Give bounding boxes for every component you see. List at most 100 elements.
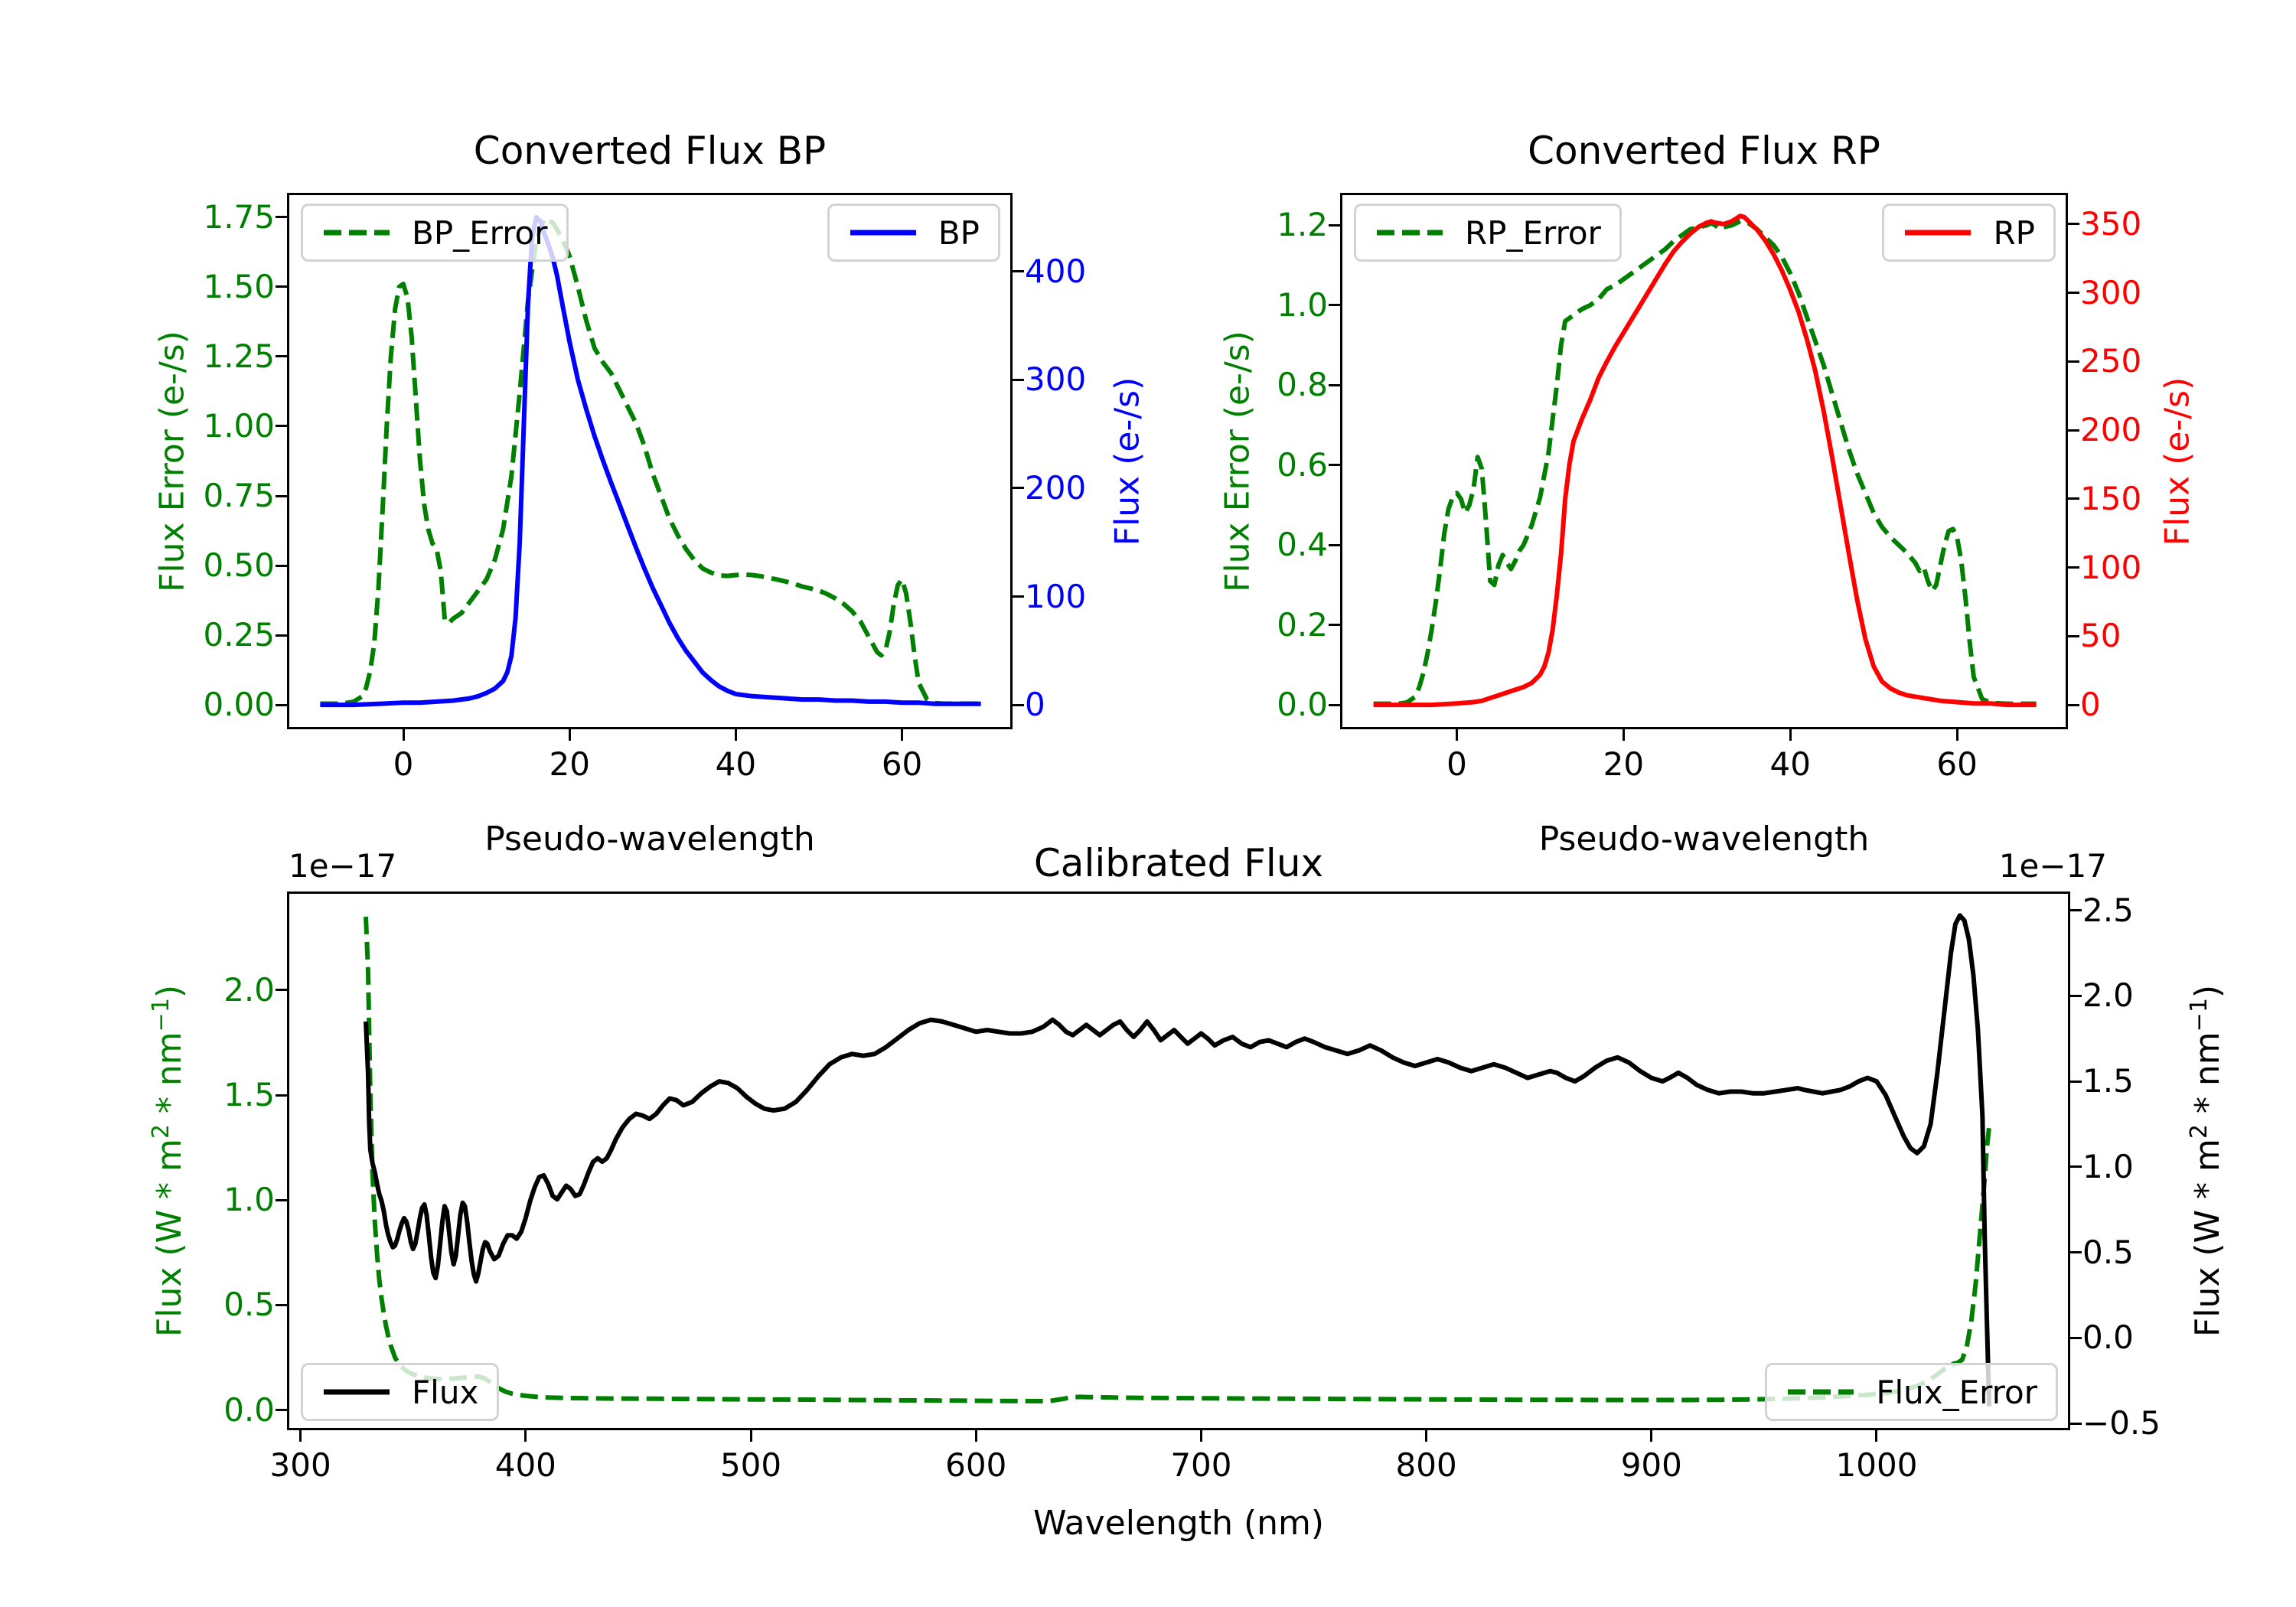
rp-x-tick <box>1955 729 1958 741</box>
flux-legend: Flux <box>301 1363 500 1421</box>
bp-y-left-tick <box>276 494 287 497</box>
ylabel-right-sup-minus1: −1 <box>2186 998 2213 1032</box>
rp-legend-line <box>1905 230 1971 236</box>
cal-x-tick-label: 1000 <box>1835 1446 1918 1484</box>
rp-y-right-tick <box>2068 223 2079 226</box>
calibrated-flux-ylabel-right: Flux (W * m2 * nm−1) <box>2186 985 2227 1337</box>
bp-y-right-tick-label: 100 <box>1025 577 1087 615</box>
rp-x-tick-label: 20 <box>1603 745 1645 783</box>
bp-x-tick-label: 20 <box>549 745 590 783</box>
cal-y-left-tick-label: 0.0 <box>223 1390 275 1429</box>
bp-legend-line <box>850 230 916 236</box>
rp-y-left-tick-label: 1.2 <box>1277 206 1328 244</box>
cal-y-right-tick-label: −0.5 <box>2082 1404 2161 1442</box>
bp-ylabel-right: Flux (e-/s) <box>1107 376 1147 546</box>
rp-ylabel-left: Flux Error (e-/s) <box>1218 330 1257 592</box>
bp-x-tick <box>402 729 405 741</box>
bp-y-right-tick-label: 200 <box>1025 468 1087 507</box>
cal-x-tick <box>974 1430 977 1442</box>
cal-y-right-tick-label: 0.0 <box>2082 1319 2134 1357</box>
rp-ylabel-right: Flux (e-/s) <box>2157 376 2197 546</box>
bp-curves-canvas <box>320 214 981 708</box>
bp-y-left-tick-label: 1.25 <box>203 337 275 375</box>
rp-error-line <box>1373 219 2037 706</box>
rp-x-tick <box>1456 729 1458 741</box>
cal-y-left-tick <box>276 1198 287 1201</box>
bp-y-right-tick-label: 0 <box>1025 686 1045 724</box>
bp-y-left-tick <box>276 703 287 706</box>
bp-error-legend-line <box>324 230 390 236</box>
rp-xlabel: Pseudo-wavelength <box>1538 820 1870 859</box>
rp-y-right-tick-label: 250 <box>2080 342 2142 380</box>
cal-x-tick-label: 400 <box>494 1446 556 1484</box>
cal-y-right-tick <box>2070 994 2082 997</box>
cal-x-tick-label: 700 <box>1170 1446 1232 1484</box>
rp-y-left-tick-label: 0.8 <box>1277 366 1328 404</box>
bp-ylabel-left: Flux Error (e-/s) <box>152 330 192 592</box>
bp-y-right-tick <box>1013 487 1024 490</box>
flux-line <box>364 913 1992 1407</box>
cal-x-tick <box>1875 1430 1878 1442</box>
ylabel-left-mid: * nm <box>149 1032 189 1125</box>
cal-y-left-tick <box>276 1094 287 1097</box>
rp-y-right-tick-label: 150 <box>2080 479 2142 517</box>
rp-x-tick <box>1622 729 1625 741</box>
cal-x-tick-label: 300 <box>269 1446 331 1484</box>
cal-y-right-tick <box>2070 909 2082 912</box>
rp-y-left-tick-label: 0.6 <box>1277 445 1328 484</box>
bp-x-tick <box>734 729 737 741</box>
cal-y-right-tick <box>2070 1422 2082 1425</box>
rp-y-left-tick-label: 0.2 <box>1277 605 1328 644</box>
cal-x-tick-label: 800 <box>1395 1446 1457 1484</box>
bp-y-right-tick <box>1013 270 1024 273</box>
cal-y-left-tick <box>276 989 287 992</box>
rp-curves-canvas <box>1373 214 2037 708</box>
calibrated-flux-ylabel-left: Flux (W * m2 * nm−1) <box>148 985 189 1337</box>
bp-y-left-tick-label: 1.75 <box>203 197 275 236</box>
cal-y-left-tick-label: 1.0 <box>223 1181 275 1219</box>
rp-y-right-tick <box>2068 292 2079 295</box>
ylabel-right-mid: * nm <box>2187 1032 2227 1125</box>
rp-y-left-tick <box>1329 223 1340 227</box>
ylabel-left-post: ) <box>149 984 189 999</box>
calibrated-flux-curves-canvas <box>364 913 1992 1407</box>
rp-y-right-tick <box>2068 566 2079 569</box>
rp-error-legend: RP_Error <box>1354 204 1622 262</box>
rp-y-right-tick <box>2068 634 2079 637</box>
bp-y-left-tick-label: 0.25 <box>203 616 275 654</box>
flux-error-legend-line <box>1788 1389 1854 1395</box>
bp-y-right-tick-label: 400 <box>1025 252 1087 290</box>
flux-error-line <box>364 916 1992 1404</box>
bp-y-left-tick <box>276 634 287 637</box>
rp-subplot: Converted Flux RP Pseudo-wavelength Flux… <box>1218 129 2197 859</box>
bp-legend-label: BP <box>938 214 980 252</box>
bp-error-line <box>320 216 981 706</box>
cal-x-tick <box>1425 1430 1428 1442</box>
calibrated-flux-title: Calibrated Flux <box>1033 841 1324 885</box>
cal-x-tick-label: 900 <box>1620 1446 1682 1484</box>
bp-legend: BP <box>827 204 1000 262</box>
flux-error-legend: Flux_Error <box>1765 1363 2058 1421</box>
cal-y-right-tick <box>2070 1165 2082 1169</box>
bp-y-right-tick <box>1013 703 1024 706</box>
cal-x-tick <box>1650 1430 1653 1442</box>
ylabel-right-text: Flux (W * m <box>2187 1139 2227 1338</box>
ylabel-left-text: Flux (W * m <box>149 1139 189 1338</box>
bp-y-right-tick <box>1013 595 1024 598</box>
bp-y-left-tick-label: 0.50 <box>203 546 275 585</box>
cal-x-tick <box>1199 1430 1202 1442</box>
rp-y-right-tick-label: 50 <box>2080 617 2122 655</box>
cal-y-left-tick <box>276 1303 287 1306</box>
cal-y-right-tick-label: 2.5 <box>2082 891 2134 929</box>
rp-y-left-tick-label: 0.0 <box>1277 686 1328 724</box>
calibrated-flux-subplot: Calibrated Flux 1e−17 1e−17 Wavelength (… <box>148 841 2227 1543</box>
cal-y-right-tick-label: 2.0 <box>2082 976 2134 1015</box>
bp-y-left-tick-label: 0.00 <box>203 686 275 724</box>
cal-x-tick <box>299 1430 302 1442</box>
bp-xlabel: Pseudo-wavelength <box>484 820 815 859</box>
bp-y-left-tick-label: 1.00 <box>203 406 275 445</box>
cal-x-tick-label: 500 <box>719 1446 782 1484</box>
bp-error-legend: BP_Error <box>301 204 569 262</box>
bp-error-legend-label: BP_Error <box>412 214 548 252</box>
